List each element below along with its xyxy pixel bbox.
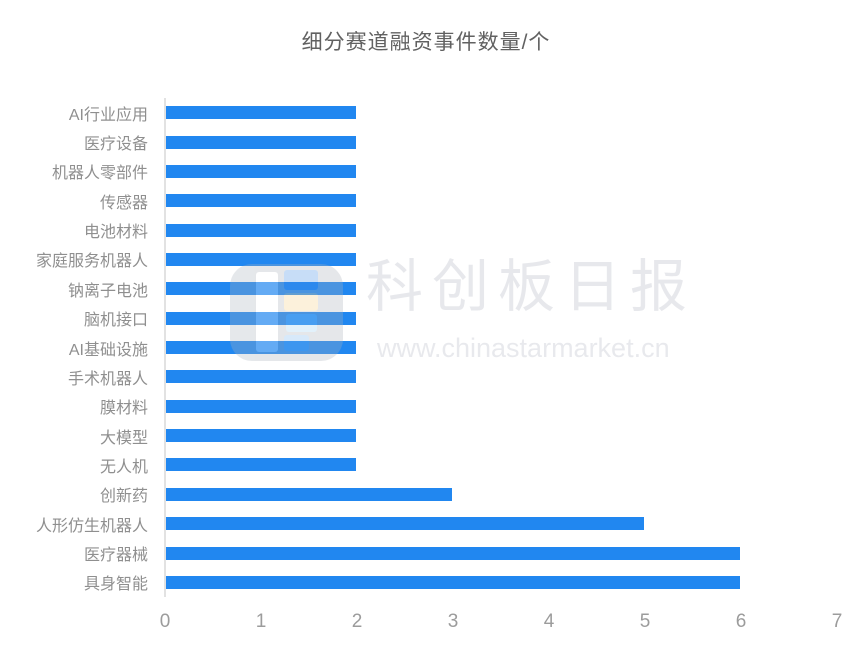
bar [166, 546, 740, 560]
bar [166, 399, 356, 413]
bar-row [166, 392, 837, 421]
category-label: 无人机 [99, 458, 148, 476]
category-label: 家庭服务机器人 [35, 253, 148, 271]
category-label: 创新药 [99, 488, 148, 506]
x-tick-label: 7 [831, 611, 843, 632]
bar [166, 252, 356, 266]
bar-row [166, 304, 837, 333]
bar-row [166, 127, 837, 156]
category-label: 传感器 [99, 194, 148, 212]
x-axis: 0 1 2 3 4 5 6 7 [160, 611, 845, 635]
bar [166, 311, 356, 325]
bar [166, 135, 356, 149]
bar-row [166, 362, 837, 391]
category-label: 钠离子电池 [67, 282, 148, 300]
y-axis-labels: AI行业应用医疗设备机器人零部件传感器电池材料家庭服务机器人钠离子电池脑机接口 A… [0, 98, 148, 597]
bar-row [166, 157, 837, 186]
bar [166, 106, 356, 120]
plot-area [166, 98, 837, 597]
bar [166, 164, 356, 178]
x-tick-label: 6 [735, 611, 747, 632]
bar [166, 487, 452, 501]
bar [166, 517, 644, 531]
category-label: 手术机器人 [67, 370, 148, 388]
category-label: 医疗设备 [83, 136, 148, 154]
bar-row [166, 274, 837, 303]
bar [166, 458, 356, 472]
bar [166, 282, 356, 296]
category-label: 人形仿生机器人 [35, 517, 148, 535]
x-tick-label: 0 [159, 611, 171, 632]
category-label: 具身智能 [83, 576, 148, 594]
bar [166, 370, 356, 384]
bar-row [166, 186, 837, 215]
category-label: 机器人零部件 [51, 165, 148, 183]
bar-row [166, 98, 837, 127]
category-label: 膜材料 [99, 400, 148, 418]
x-tick-label: 2 [351, 611, 363, 632]
bar-row [166, 421, 837, 450]
bar-row [166, 333, 837, 362]
category-label: 电池材料 [83, 224, 148, 242]
bar [166, 341, 356, 355]
x-tick-label: 4 [543, 611, 555, 632]
bar-row [166, 245, 837, 274]
bar-row [166, 509, 837, 538]
x-tick-label: 5 [639, 611, 651, 632]
bar-row [166, 450, 837, 479]
category-label: 脑机接口 [83, 312, 148, 330]
category-label: 大模型 [99, 429, 148, 447]
bar-row [166, 568, 837, 597]
bar [166, 223, 356, 237]
bar-row [166, 480, 837, 509]
category-label: AI行业应用 [68, 106, 148, 124]
chart-title: 细分赛道融资事件数量/个 [301, 31, 551, 54]
bar [166, 194, 356, 208]
category-label: AI基础设施 [68, 341, 148, 359]
bar-row [166, 538, 837, 567]
y-axis-line [164, 98, 166, 597]
category-label: 医疗器械 [83, 547, 148, 565]
x-tick-label: 1 [255, 611, 267, 632]
bar [166, 575, 740, 589]
x-tick-label: 3 [447, 611, 459, 632]
bar-row [166, 215, 837, 244]
bar [166, 429, 356, 443]
